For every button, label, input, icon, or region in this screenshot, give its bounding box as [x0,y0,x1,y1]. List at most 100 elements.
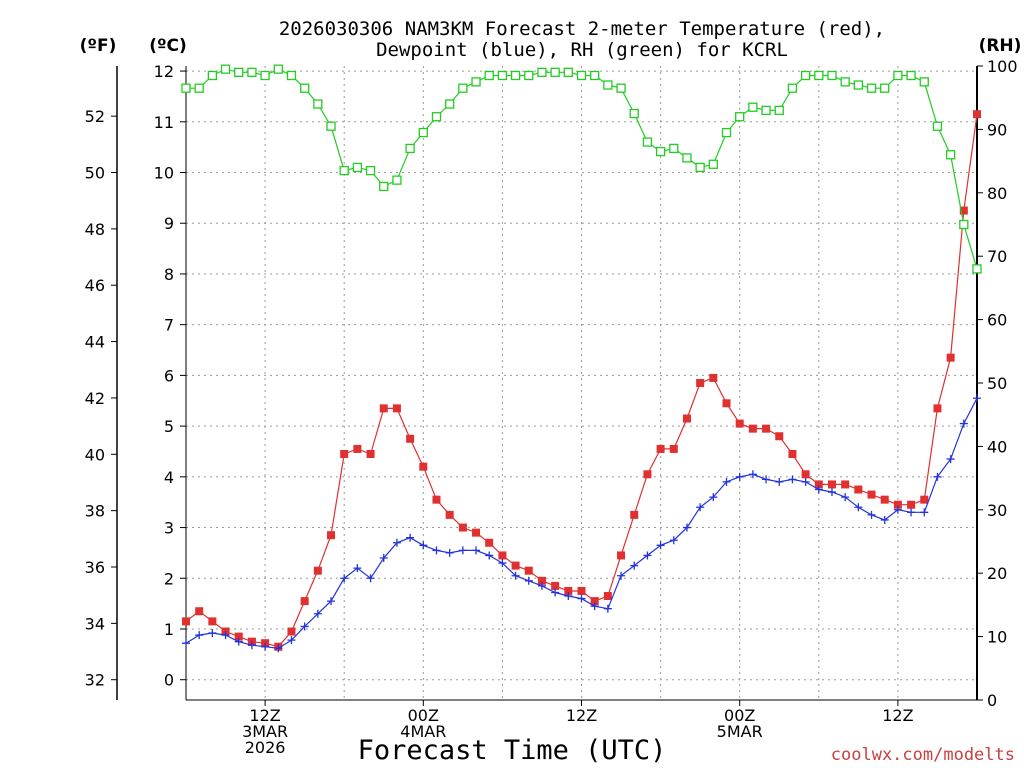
chart-title-line1: 2026030306 NAM3KM Forecast 2-meter Tempe… [279,18,885,40]
temperature-point [577,586,586,595]
rh-tick-label: 90 [987,120,1007,139]
temperature-point [933,404,942,413]
temperature-point [392,404,401,413]
dewpoint-point [551,588,560,597]
x-tick-label: 3MAR [242,722,288,741]
temperature-point [814,480,823,489]
dewpoint-point [748,470,757,479]
dewpoint-point [564,592,573,601]
rh-point [932,121,943,131]
rh-point [352,162,363,173]
fahrenheit-tick-label: 38 [85,502,105,521]
dewpoint-point [973,394,981,403]
rh-point [510,70,521,81]
chart-title-line2: Dewpoint (blue), RH (green) for KCRL [376,39,788,61]
celsius-tick-label: 5 [164,417,174,436]
celsius-tick-label: 6 [164,366,174,385]
dewpoint-point [827,488,836,497]
celsius-tick-label: 3 [164,519,174,538]
temperature-point [656,444,665,453]
rh-point [550,67,560,77]
x-axis-label: Forecast Time (UTC) [358,735,667,766]
rh-point [853,80,863,90]
dewpoint-point [458,546,467,555]
dewpoint-point [933,472,942,481]
temperature-point [564,586,573,595]
dewpoint-point [498,559,507,568]
temperature-point [379,404,388,413]
temperature-point [498,551,507,560]
rh-point [787,83,798,93]
temperature-point [946,353,955,362]
celsius-tick-label: 10 [154,164,174,183]
fahrenheit-tick-label: 50 [85,164,105,183]
rh-tick-label: 30 [987,501,1007,520]
temperature-point [682,414,691,423]
dewpoint-point [709,493,718,502]
rh-point [326,121,336,131]
rh-point [603,80,613,90]
rh-point [721,127,732,138]
rh-point [339,165,349,176]
rh-point [471,77,481,87]
axes-layer: 0123456789101112323436384042444648505201… [85,57,1018,757]
temperature-point [366,450,375,459]
dewpoint-point [920,508,929,517]
rh-tick-label: 70 [987,247,1007,266]
dewpoint-point [247,641,256,650]
dewpoint-point [722,477,731,486]
rh-point [379,181,389,192]
rh-tick-label: 50 [987,374,1007,393]
temperature-point [458,523,467,532]
temperature-point [827,480,836,489]
dewpoint-point [907,508,916,517]
dewpoint-point [617,571,626,580]
rh-tick-label: 80 [987,184,1007,203]
dewpoint-point [946,455,955,464]
series-layer [181,64,982,653]
dewpoint-point [511,571,520,580]
rh-point [669,143,679,154]
rh-tick-label: 100 [987,57,1018,76]
fahrenheit-tick-label: 48 [85,220,105,239]
dewpoint-point [195,631,204,640]
temperature-point [340,450,349,459]
dewpoint-point [379,553,388,562]
rh-point [840,77,850,87]
rh-point [405,143,415,154]
temperature-point [643,470,652,479]
temperature-point [300,597,309,606]
temperature-point [617,551,626,560]
fahrenheit-axis-unit: (ºF) [80,36,117,56]
temperature-point [590,597,599,606]
temperature-point [959,206,968,215]
rh-point [642,137,653,147]
rh-point [299,83,310,93]
dewpoint-point [221,631,230,640]
dewpoint-point [472,546,481,555]
temperature-point [709,373,718,382]
rh-point [194,83,204,93]
temperature-point [841,480,850,489]
dewpoint-point [366,574,375,583]
rh-point [919,77,929,87]
fahrenheit-tick-label: 34 [85,614,105,633]
rh-point [234,67,244,77]
dewpoint-point [419,541,428,550]
temperature-point [287,627,296,636]
dewpoint-point [432,546,441,555]
rh-point [655,146,666,157]
temperature-point [762,424,771,433]
rh-point [893,70,903,81]
dewpoint-point [656,541,665,550]
temperature-point [603,592,612,601]
rh-point [800,70,811,81]
celsius-tick-label: 4 [164,468,174,487]
temperature-point [867,490,876,499]
celsius-tick-label: 9 [164,214,174,233]
dewpoint-point [643,551,652,560]
rh-point [524,70,534,81]
dewpoint-point [524,576,533,585]
temperature-point [195,607,204,616]
rh-point [431,112,442,122]
